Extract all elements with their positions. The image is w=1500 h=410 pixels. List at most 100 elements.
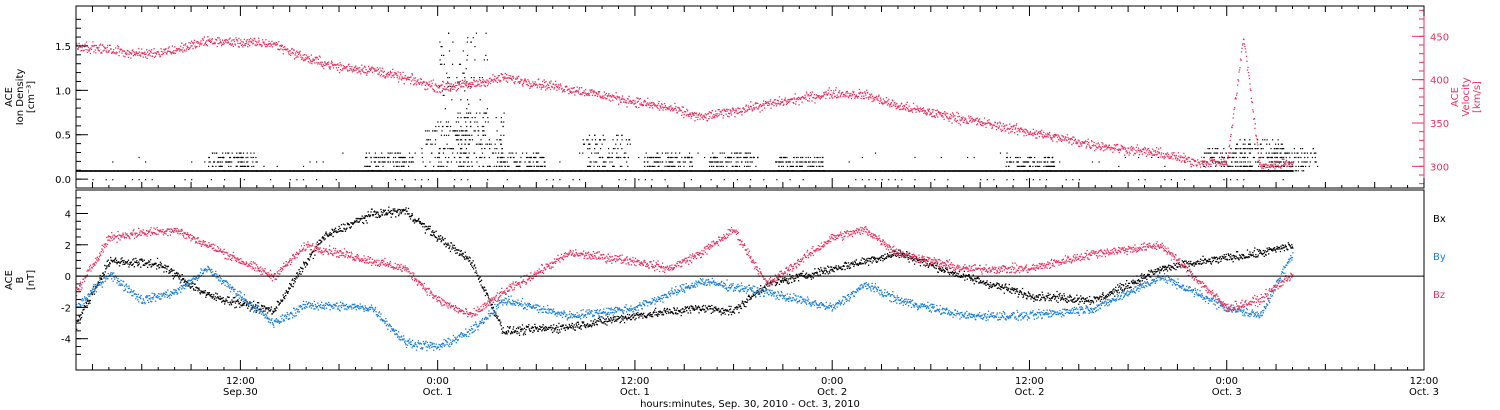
density-point [401,156,403,159]
density-point [458,81,460,83]
velocity-series-point [604,94,606,96]
density-point [580,170,583,172]
velocity-series-point [509,77,511,80]
density-point [1243,170,1245,172]
velocity-series-point [246,39,248,41]
density-point [228,161,231,163]
velocity-series-point [726,110,728,112]
density-point [1274,152,1277,154]
density-point [270,179,272,181]
velocity-series-point [146,49,148,51]
density-point [408,170,411,172]
velocity-series-point [669,106,671,108]
velocity-series-point [504,76,506,78]
density-point [1125,170,1127,172]
velocity-series-point [426,82,428,84]
velocity-series-point [765,102,767,104]
density-point [124,170,126,172]
density-point [437,170,439,172]
velocity-series-point [577,90,579,92]
velocity-series-point [869,93,871,96]
velocity-series-point [142,52,144,54]
velocity-series-point [593,90,595,92]
density-point [447,81,449,83]
density-point [229,170,231,172]
density-point [809,161,811,163]
velocity-series-point [422,82,424,84]
velocity-series-point [445,88,448,90]
density-point [456,170,458,172]
density-point [559,170,561,172]
density-point [1087,170,1089,172]
velocity-series-point [496,77,498,79]
density-point [572,170,574,172]
velocity-series-point [408,79,411,81]
density-point [229,156,231,159]
density-point [1267,170,1270,172]
velocity-series-point [603,95,605,97]
density-point [729,156,731,159]
density-point [396,170,398,172]
velocity-series-point [96,46,98,49]
density-point [487,143,489,145]
density-point [669,170,672,172]
velocity-series-point [849,92,851,95]
density-point [688,156,690,159]
velocity-series-point [511,79,513,81]
density-point [716,156,718,159]
density-point [489,143,491,145]
velocity-series-point [428,84,430,86]
density-point [966,170,968,172]
density-point [387,170,389,172]
density-point [537,170,540,172]
density-point [398,156,400,159]
velocity-series-point [870,94,872,96]
density-point [464,134,466,136]
density-point [842,170,844,172]
density-point [768,170,771,172]
density-point [459,161,461,163]
velocity-series-point [503,79,505,81]
density-point [468,85,470,88]
density-point [735,170,737,172]
density-point [626,143,629,145]
density-point [587,170,589,172]
density-point [737,170,739,172]
density-point [1180,170,1182,172]
velocity-series-point [902,108,904,110]
density-point [1021,170,1023,172]
velocity-series-point [210,41,212,44]
density-point [785,161,787,163]
density-point [473,170,475,172]
velocity-series-point [106,51,108,53]
velocity-series-point [544,86,546,88]
velocity-series-point [442,81,445,83]
velocity-series-point [322,66,324,68]
velocity-series-point [302,54,304,56]
density-point [420,170,422,172]
density-point [476,161,478,163]
velocity-series-point [794,98,796,100]
density-point [1263,170,1265,172]
density-point [899,170,901,172]
velocity-series-point [466,81,468,83]
density-point [603,139,605,141]
velocity-series-point [554,80,557,82]
velocity-series-point [149,52,151,55]
velocity-series-point [318,55,320,57]
density-point [272,170,274,172]
density-point [811,161,813,163]
density-point [95,170,97,172]
density-point [584,170,586,172]
density-point [341,170,343,172]
velocity-series-point [411,74,414,76]
density-point [1067,170,1069,172]
velocity-series-point [208,40,210,42]
density-point [457,121,460,123]
density-point [500,156,502,159]
velocity-series-point [249,45,251,47]
velocity-series-point [375,70,377,72]
density-point [196,170,198,172]
density-point [754,170,756,172]
density-point [618,156,620,159]
